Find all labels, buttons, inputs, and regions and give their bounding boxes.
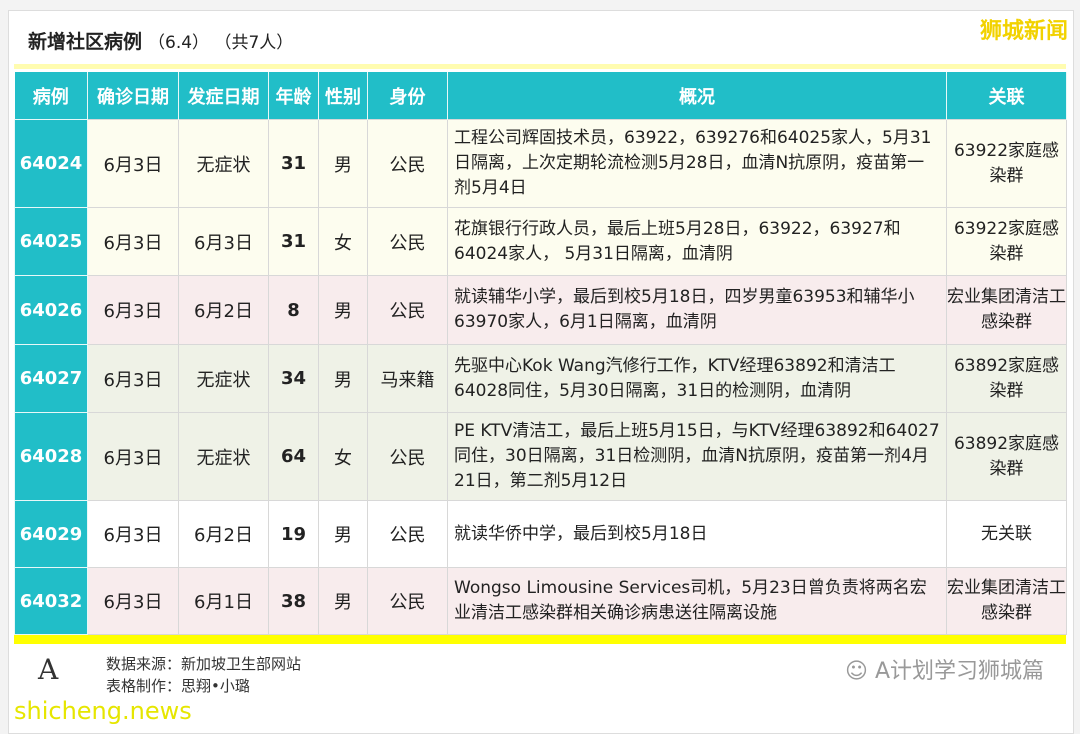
wechat-name: A计划学习狮城篇 — [874, 659, 1044, 684]
cell-id: 64028 — [14, 412, 88, 501]
cell-confirm: 6月3日 — [87, 567, 179, 635]
cell-id: 64029 — [14, 500, 88, 568]
cell-link: 63922家庭感染群 — [946, 119, 1067, 208]
cell-desc: Wongso Limousine Services司机，5月23日曾负责将两名宏… — [447, 567, 947, 635]
column-header: 病例 — [14, 72, 88, 120]
watermark: shicheng.news — [14, 697, 192, 725]
cell-confirm: 6月3日 — [87, 412, 179, 501]
cases-table: 病例 确诊日期 发症日期 年龄 性别 身份 概况 关联 64024 6月3日 无症状 31 男公民 工程… — [14, 72, 1067, 635]
cell-confirm: 6月3日 — [87, 275, 179, 345]
cell-onset: 6月1日 — [178, 567, 269, 635]
cell-sex: 男 — [318, 275, 368, 345]
header-row: 病例 确诊日期 发症日期 年龄 性别 身份 概况 关联 — [14, 72, 1067, 120]
table-row: 64025 6月3日 6月3日 31 女公民 花旗银行行政人员，最后上班5月28日，639… — [14, 207, 1067, 276]
wechat-account: ☺ A计划学习狮城篇 — [845, 658, 1044, 686]
cell-link: 无关联 — [946, 500, 1067, 568]
cell-onset: 6月2日 — [178, 500, 269, 568]
cell-age: 19 — [268, 500, 319, 568]
cell-desc: 就读华侨中学，最后到校5月18日 — [447, 500, 947, 568]
cell-sex: 男 — [318, 119, 368, 208]
cell-id: 64024 — [14, 119, 88, 208]
cell-id: 64032 — [14, 567, 88, 635]
cell-age: 34 — [268, 344, 319, 413]
cell-link: 宏业集团清洁工感染群 — [946, 275, 1067, 345]
table-row: 64027 6月3日 无症状 34 男马来籍 先驱中心Kok Wang汽修行工作，KTV经… — [14, 344, 1067, 413]
cell-link: 宏业集团清洁工感染群 — [946, 567, 1067, 635]
cell-sex: 女 — [318, 412, 368, 501]
cell-id: 64027 — [14, 344, 88, 413]
cell-sex: 男 — [318, 567, 368, 635]
cell-desc: 花旗银行行政人员，最后上班5月28日，63922，63927和64024家人， … — [447, 207, 947, 276]
cell-onset: 无症状 — [178, 119, 269, 208]
footer: A 数据来源：新加坡卫生部网站 表格制作：思翔•小璐 ☺ A计划学习狮城篇 sh… — [14, 644, 1066, 726]
column-header: 概况 — [447, 72, 947, 120]
cell-status: 公民 — [367, 275, 448, 345]
cell-sex: 男 — [318, 500, 368, 568]
source-text: 数据来源：新加坡卫生部网站 — [106, 655, 302, 673]
table-row: 64024 6月3日 无症状 31 男公民 工程公司辉固技术员，63922，639276和… — [14, 119, 1067, 208]
cell-age: 8 — [268, 275, 319, 345]
cell-link: 63922家庭感染群 — [946, 207, 1067, 276]
column-header: 关联 — [946, 72, 1067, 120]
cell-confirm: 6月3日 — [87, 119, 179, 208]
table-row: 64028 6月3日 无症状 64 女公民 PE KTV清洁工，最后上班5月15日，与KT… — [14, 412, 1067, 501]
cell-desc: 先驱中心Kok Wang汽修行工作，KTV经理63892和清洁工64028同住，… — [447, 344, 947, 413]
cell-status: 公民 — [367, 119, 448, 208]
maker-text: 表格制作：思翔•小璐 — [106, 677, 250, 695]
table-row: 64029 6月3日 6月2日 19 男公民 就读华侨中学，最后到校5月18日 无关联 — [14, 500, 1067, 568]
table-row: 64026 6月3日 6月2日 8 男公民 就读辅华小学，最后到校5月18日，四岁男童63… — [14, 275, 1067, 345]
brand-logo: 狮城新闻 — [979, 19, 1068, 44]
title-sub: （6.4） （共7人） — [148, 33, 294, 53]
cell-age: 31 — [268, 119, 319, 208]
logo-icon: A — [38, 653, 59, 686]
cell-status: 公民 — [367, 567, 448, 635]
column-header: 发症日期 — [178, 72, 269, 120]
column-header: 身份 — [367, 72, 448, 120]
cell-status: 公民 — [367, 412, 448, 501]
yellow-bar — [14, 635, 1066, 644]
column-header: 性别 — [318, 72, 368, 120]
cell-desc: PE KTV清洁工，最后上班5月15日，与KTV经理63892和64027同住，… — [447, 412, 947, 501]
cell-link: 63892家庭感染群 — [946, 412, 1067, 501]
cell-id: 64026 — [14, 275, 88, 345]
cell-sex: 男 — [318, 344, 368, 413]
cell-status: 公民 — [367, 500, 448, 568]
cell-confirm: 6月3日 — [87, 500, 179, 568]
cell-id: 64025 — [14, 207, 88, 276]
content: 病例 确诊日期 发症日期 年龄 性别 身份 概况 关联 64024 6月3日 无症状 31 男公民 工程… — [14, 72, 1067, 726]
cell-onset: 6月2日 — [178, 275, 269, 345]
column-header: 年龄 — [268, 72, 319, 120]
cell-desc: 工程公司辉固技术员，63922，639276和64025家人，5月31日隔离，上… — [447, 119, 947, 208]
cell-confirm: 6月3日 — [87, 207, 179, 276]
wechat-icon: ☺ — [845, 659, 875, 684]
cell-onset: 6月3日 — [178, 207, 269, 276]
cell-link: 63892家庭感染群 — [946, 344, 1067, 413]
cell-desc: 就读辅华小学，最后到校5月18日，四岁男童63953和辅华小63970家人，6月… — [447, 275, 947, 345]
cell-age: 31 — [268, 207, 319, 276]
cell-status: 马来籍 — [367, 344, 448, 413]
cell-sex: 女 — [318, 207, 368, 276]
cell-age: 38 — [268, 567, 319, 635]
title-bar: 新增社区病例 （6.4） （共7人） — [14, 18, 1066, 69]
cell-confirm: 6月3日 — [87, 344, 179, 413]
column-header: 确诊日期 — [87, 72, 179, 120]
page-title: 新增社区病例 （6.4） （共7人） — [28, 30, 293, 55]
cell-onset: 无症状 — [178, 412, 269, 501]
table-row: 64032 6月3日 6月1日 38 男公民 Wongso Limousine Servi… — [14, 567, 1067, 635]
cell-onset: 无症状 — [178, 344, 269, 413]
cell-age: 64 — [268, 412, 319, 501]
cell-status: 公民 — [367, 207, 448, 276]
title-main: 新增社区病例 — [28, 31, 143, 53]
